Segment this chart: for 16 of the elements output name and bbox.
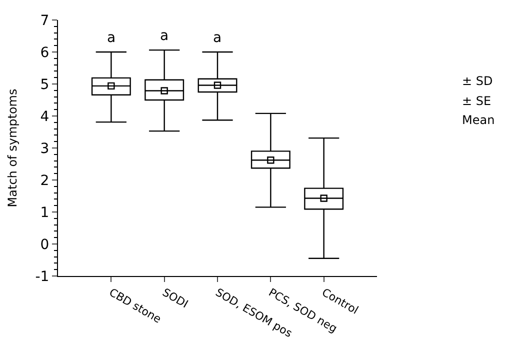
y-axis-title: Match of symptoms xyxy=(6,88,20,208)
y-tick-label: 1 xyxy=(40,204,50,221)
y-tick-label: 4 xyxy=(40,108,50,125)
annotation: a xyxy=(213,30,222,46)
y-tick-label: 3 xyxy=(40,140,50,157)
text: ± SE xyxy=(462,94,492,108)
annotation: a xyxy=(107,30,116,46)
text: Mean xyxy=(462,113,495,127)
y-tick-label: 6 xyxy=(40,44,50,61)
y-tick-label: -1 xyxy=(35,268,50,285)
text: ± SD xyxy=(462,74,493,88)
y-tick-label: 5 xyxy=(40,76,50,93)
y-tick-label: 2 xyxy=(40,172,50,189)
y-tick-label: 7 xyxy=(40,12,50,29)
y-tick-label: 0 xyxy=(40,236,50,253)
annotation: a xyxy=(160,28,169,44)
